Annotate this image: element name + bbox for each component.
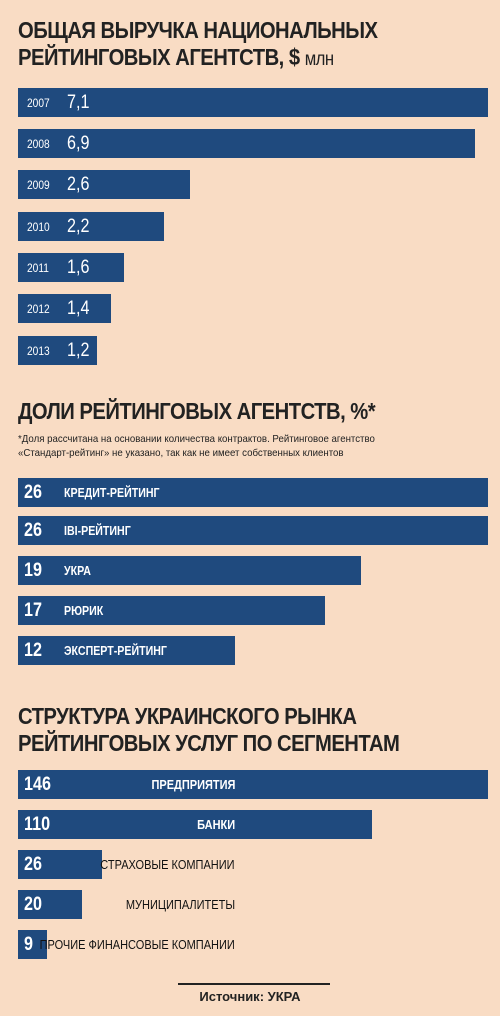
chart1-value-label: 2,2: [67, 215, 90, 237]
chart1-bar: [18, 212, 164, 241]
chart3-bar: [18, 890, 82, 919]
chart1-value-label: 6,9: [67, 132, 90, 154]
chart2-category-label: КРЕДИТ-РЕЙТИНГ: [64, 485, 160, 500]
chart1-bar: [18, 253, 124, 282]
chart3-category-label: БАНКИ: [196, 817, 235, 832]
chart2-title: ДОЛИ РЕЙТИНГОВЫХ АГЕНТСТВ, %*: [18, 398, 376, 424]
chart1-category-label: 2008: [27, 136, 50, 151]
chart2-value-label: 26: [24, 481, 42, 503]
chart2-bar: [18, 516, 488, 545]
chart2-note-line2: «Стандарт-рейтинг» не указано, так как н…: [18, 447, 344, 459]
chart1-category-label: 2007: [27, 95, 50, 110]
chart3-title-line1: СТРУКТУРА УКРАИНСКОГО РЫНКА: [18, 703, 357, 729]
chart3-category-label: МУНИЦИПАЛИТЕТЫ: [125, 897, 235, 912]
chart1-category-label: 2013: [27, 343, 50, 358]
chart1-value-label: 7,1: [67, 91, 90, 113]
chart3-title-line2: РЕЙТИНГОВЫХ УСЛУГ ПО СЕГМЕНТАМ: [18, 730, 400, 756]
chart1-value-label: 1,2: [67, 339, 90, 361]
chart1-title-text: РЕЙТИНГОВЫХ АГЕНТСТВ, $: [18, 44, 300, 70]
chart2-category-label: ЭКСПЕРТ-РЕЙТИНГ: [64, 643, 167, 658]
chart2-bar: [18, 596, 325, 625]
chart1-title-line1: ОБЩАЯ ВЫРУЧКА НАЦИОНАЛЬНЫХ: [18, 17, 378, 43]
chart1-value-label: 1,4: [67, 297, 90, 319]
chart1-title-unit: млн: [304, 49, 334, 70]
chart2-value-label: 19: [24, 559, 42, 581]
chart3-value-label: 146: [24, 773, 51, 795]
chart3-value-label: 26: [24, 853, 42, 875]
chart3-category-label: ПРЕДПРИЯТИЯ: [150, 777, 235, 792]
chart1-category-label: 2010: [27, 219, 50, 234]
chart3-bar: [18, 930, 47, 959]
chart1-value-label: 2,6: [67, 173, 90, 195]
chart1-category-label: 2009: [27, 177, 50, 192]
chart2-bar: [18, 636, 235, 665]
chart3-category-label: ПРОЧИЕ ФИНАНСОВЫЕ КОМПАНИИ: [39, 937, 235, 952]
chart2-value-label: 17: [24, 599, 42, 621]
chart3-value-label: 20: [24, 893, 42, 915]
chart3-bar: [18, 770, 488, 799]
chart1-category-label: 2011: [27, 260, 49, 275]
source-divider: [178, 983, 330, 985]
source-label: Источник: УКРА: [199, 989, 301, 1004]
chart1-bar: [18, 336, 97, 365]
chart1-bar: [18, 129, 475, 158]
chart2-note: *Доля рассчитана на основании количества…: [18, 432, 375, 460]
chart3-value-label: 110: [24, 813, 51, 835]
chart3-value-label: 9: [24, 933, 33, 955]
chart1-title-line2: РЕЙТИНГОВЫХ АГЕНТСТВ, $ млн: [18, 44, 334, 73]
chart2-note-line1: *Доля рассчитана на основании количества…: [18, 433, 375, 445]
chart1-bar: [18, 170, 190, 199]
chart2-category-label: РЮРИК: [64, 603, 104, 618]
chart2-bar: [18, 478, 488, 507]
chart2-value-label: 26: [24, 519, 42, 541]
chart2-value-label: 12: [24, 639, 42, 661]
chart1-bar: [18, 294, 111, 323]
chart2-category-label: УКРА: [64, 563, 91, 578]
chart1-value-label: 1,6: [67, 256, 90, 278]
chart1-bar: [18, 88, 488, 117]
chart1-category-label: 2012: [27, 301, 50, 316]
chart2-bar: [18, 556, 361, 585]
chart3-bar: [18, 810, 372, 839]
chart3-category-label: СТРАХОВЫЕ КОМПАНИИ: [100, 857, 235, 872]
chart2-category-label: IBI-РЕЙТИНГ: [64, 523, 131, 538]
chart3-bar: [18, 850, 102, 879]
